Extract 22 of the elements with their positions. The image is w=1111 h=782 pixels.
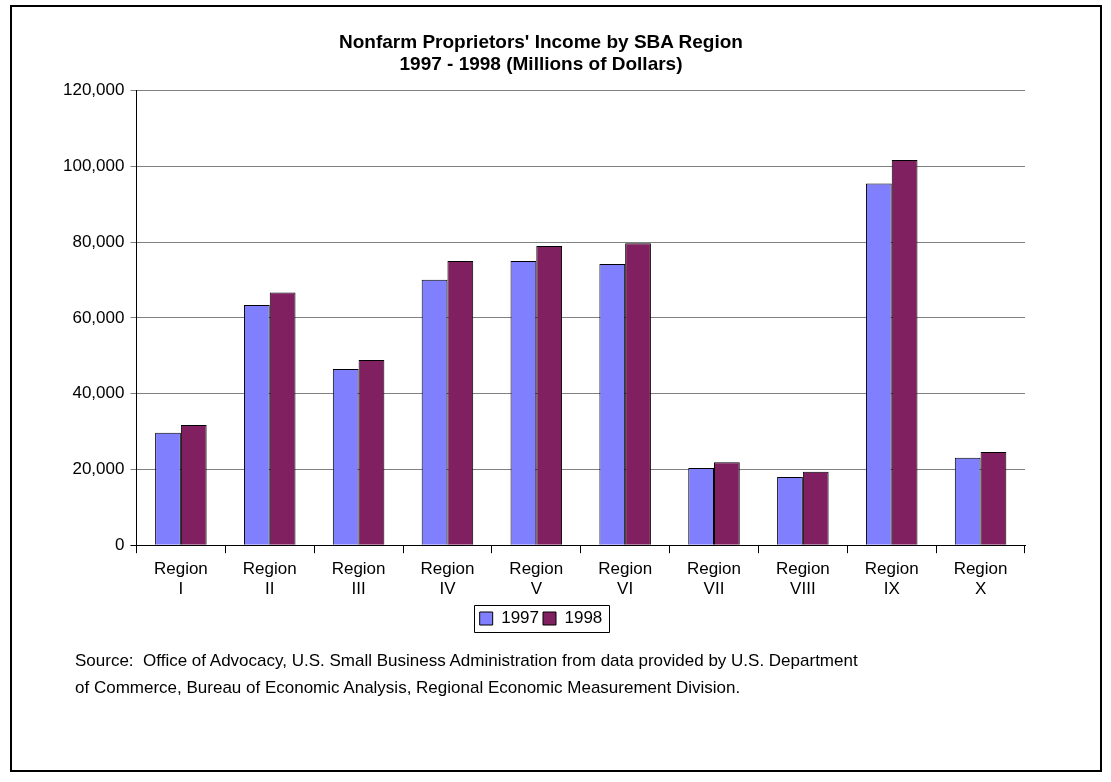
source-note: Source: Office of Advocacy, U.S. Small Business Administration from data provided by U.S. Department of Commerce, Bureau of Economic Analysis, Regional Economic Measurement Division. — [75, 650, 859, 699]
x-tick-label: Region V — [509, 559, 564, 599]
y-tick-label: 120,000 — [63, 80, 125, 100]
x-tick-label: Region IX — [864, 559, 919, 599]
x-tick-label: Region IV — [420, 559, 475, 599]
legend-label: 1997 — [501, 608, 540, 628]
chart-title: Nonfarm Proprietors' Income by SBA Region — [339, 30, 743, 52]
y-tick-label: 60,000 — [72, 307, 125, 327]
x-tick-label: Region I — [153, 559, 208, 599]
y-tick-label: 20,000 — [72, 459, 125, 479]
legend-label: 1998 — [564, 608, 603, 628]
y-tick-label: 100,000 — [63, 156, 125, 176]
x-tick-label: Region VIII — [775, 559, 830, 599]
x-tick-label: Region VII — [687, 559, 741, 599]
y-tick-label: 80,000 — [72, 231, 125, 251]
y-tick-label: 0 — [114, 534, 125, 554]
chart-subtitle: 1997 - 1998 (Millions of Dollars) — [399, 53, 683, 75]
y-tick-label: 40,000 — [72, 383, 125, 403]
x-tick-label: Region III — [331, 559, 386, 599]
x-tick-label: Region VI — [598, 559, 653, 599]
x-tick-label: Region X — [953, 559, 1008, 599]
x-tick-label: Region II — [242, 559, 297, 599]
